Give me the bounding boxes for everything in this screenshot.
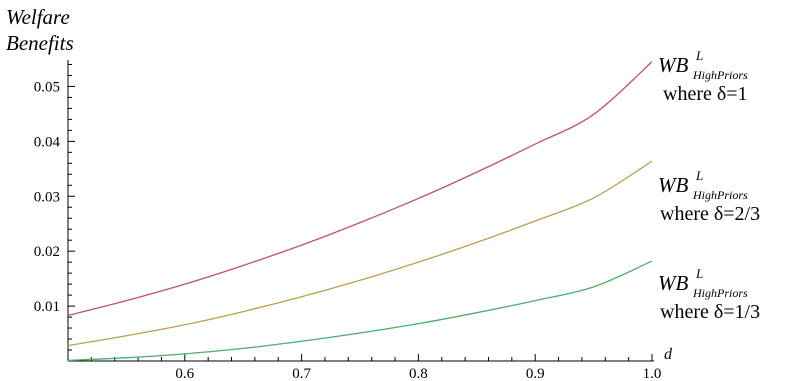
series-label-sup: L — [695, 168, 703, 183]
series-label-where: where δ=1 — [663, 83, 748, 105]
x-tick-label: 1.0 — [643, 366, 662, 381]
y-tick-label: 0.04 — [34, 134, 61, 150]
series-label-where: where δ=2/3 — [660, 203, 760, 225]
x-tick-label: 0.7 — [292, 366, 311, 381]
series-label-main: WB — [658, 53, 688, 77]
series-label-main: WB — [658, 173, 688, 197]
series-line-1 — [67, 61, 653, 317]
series-label-sub: HighPriors — [692, 188, 748, 202]
y-tick-label: 0.01 — [34, 299, 60, 315]
x-tick-label: 0.9 — [526, 366, 545, 381]
y-tick-label: 0.05 — [34, 79, 60, 95]
y-axis-title-line2: Benefits — [6, 31, 74, 55]
series-label-where: where δ=1/3 — [660, 301, 760, 323]
series-label-sup: L — [695, 48, 703, 63]
y-ticks: 0.01 0.02 0.03 0.04 0.05 — [34, 63, 75, 362]
x-ticks: 0.6 0.7 0.8 0.9 1.0 — [67, 354, 662, 381]
series-line-3 — [67, 260, 653, 362]
x-tick-label: 0.8 — [409, 366, 428, 381]
y-tick-label: 0.02 — [34, 244, 60, 260]
series-label-main: WB — [658, 271, 688, 295]
series-label-sup: L — [695, 266, 703, 281]
x-tick-label: 0.6 — [175, 366, 194, 381]
y-tick-label: 0.03 — [34, 189, 60, 205]
y-axis-title-line1: Welfare — [6, 5, 70, 29]
series-lines — [67, 61, 653, 362]
series-line-2 — [67, 160, 653, 347]
series-label-sub: HighPriors — [692, 68, 748, 82]
series-label-sub: HighPriors — [692, 286, 748, 300]
x-axis-title: d — [664, 346, 673, 363]
